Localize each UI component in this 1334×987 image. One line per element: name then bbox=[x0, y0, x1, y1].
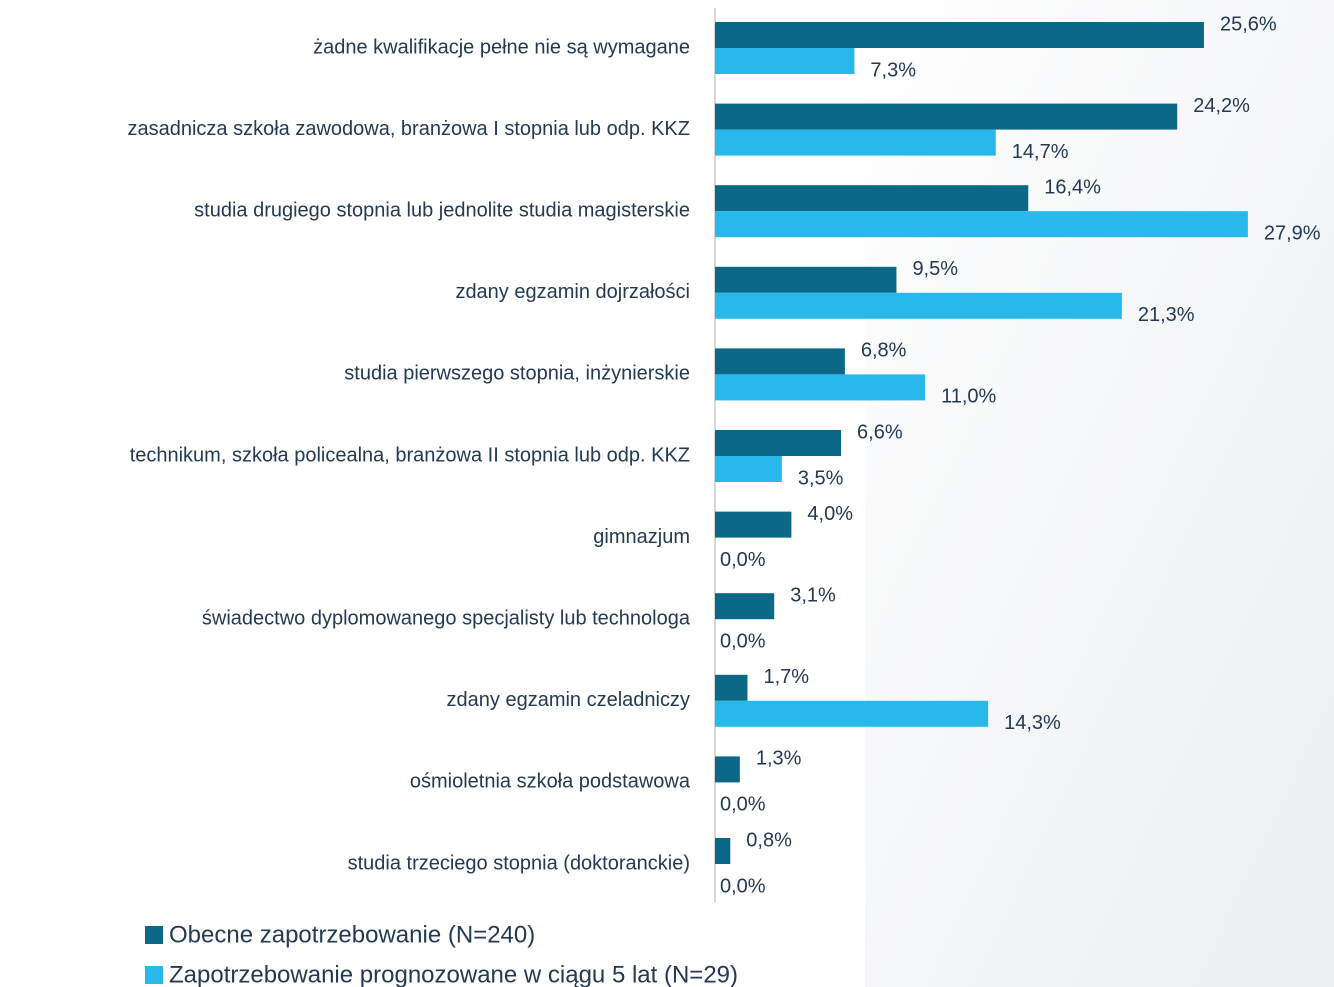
value-label: 4,0% bbox=[807, 503, 853, 525]
value-label: 25,6% bbox=[1220, 13, 1277, 35]
bar bbox=[715, 674, 748, 701]
bar bbox=[715, 48, 855, 74]
category-label: zdany egzamin czeladniczy bbox=[447, 689, 690, 711]
legend-swatch bbox=[145, 966, 163, 984]
value-label: 24,2% bbox=[1193, 95, 1250, 117]
category-label: studia trzeciego stopnia (doktoranckie) bbox=[348, 852, 690, 874]
value-label: 3,5% bbox=[798, 467, 844, 489]
background-panel bbox=[865, 0, 1334, 987]
value-label: 14,7% bbox=[1012, 141, 1069, 163]
bar bbox=[715, 838, 731, 864]
bar bbox=[715, 511, 792, 538]
value-label: 1,3% bbox=[756, 748, 802, 770]
value-label: 1,7% bbox=[763, 666, 809, 688]
value-label: 0,0% bbox=[720, 794, 766, 816]
category-label: ośmioletnia szkoła podstawowa bbox=[410, 771, 691, 793]
value-label: 7,3% bbox=[870, 59, 916, 81]
value-label: 14,3% bbox=[1004, 712, 1061, 734]
bar bbox=[715, 103, 1178, 130]
value-label: 6,8% bbox=[861, 340, 907, 362]
category-label: gimnazjum bbox=[593, 526, 690, 548]
value-label: 0,0% bbox=[720, 875, 766, 897]
legend-swatch bbox=[145, 926, 163, 944]
legend-label: Obecne zapotrzebowanie (N=240) bbox=[169, 921, 535, 948]
bar bbox=[715, 22, 1204, 48]
value-label: 9,5% bbox=[912, 258, 958, 280]
bar bbox=[715, 430, 842, 456]
legend-label: Zapotrzebowanie prognozowane w ciągu 5 l… bbox=[169, 961, 738, 987]
bar bbox=[715, 185, 1029, 212]
value-label: 11,0% bbox=[941, 386, 996, 408]
bar bbox=[715, 374, 926, 401]
bar bbox=[715, 700, 989, 727]
bar bbox=[715, 292, 1122, 319]
category-label: żadne kwalifikacje pełne nie są wymagane bbox=[313, 36, 690, 58]
category-label: technikum, szkoła policealna, branżowa I… bbox=[130, 444, 690, 466]
bar bbox=[715, 129, 996, 156]
value-label: 3,1% bbox=[790, 584, 836, 606]
value-label: 27,9% bbox=[1264, 222, 1321, 244]
category-label: zasadnicza szkoła zawodowa, branżowa I s… bbox=[127, 118, 690, 140]
category-label: zdany egzamin dojrzałości bbox=[455, 281, 690, 303]
bar bbox=[715, 211, 1248, 238]
value-label: 0,8% bbox=[746, 829, 792, 851]
bar bbox=[715, 348, 845, 375]
value-label: 21,3% bbox=[1138, 304, 1195, 326]
category-label: studia drugiego stopnia lub jednolite st… bbox=[194, 199, 690, 221]
bar bbox=[715, 456, 782, 482]
bar bbox=[715, 593, 775, 620]
value-label: 0,0% bbox=[720, 549, 766, 571]
bar bbox=[715, 266, 897, 293]
category-label: świadectwo dyplomowanego specjalisty lub… bbox=[202, 607, 691, 629]
category-label: studia pierwszego stopnia, inżynierskie bbox=[344, 363, 690, 385]
value-label: 16,4% bbox=[1044, 176, 1101, 198]
bar bbox=[715, 756, 740, 783]
value-label: 0,0% bbox=[720, 630, 766, 652]
value-label: 6,6% bbox=[857, 421, 903, 443]
